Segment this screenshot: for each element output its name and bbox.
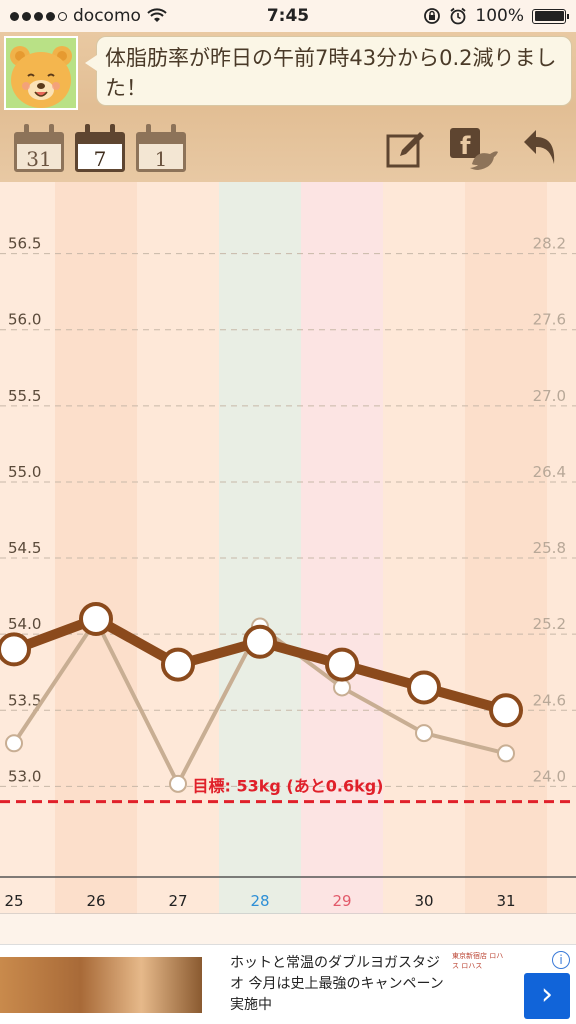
x-axis-footer bbox=[0, 914, 576, 944]
column-band-26 bbox=[55, 182, 137, 914]
right-axis-tick: 25.8 bbox=[533, 539, 566, 557]
right-axis-tick: 24.6 bbox=[533, 691, 566, 709]
header: 体脂肪率が昨日の午前7時43分から0.2減りました！ 31 7 1 f bbox=[0, 32, 576, 182]
bear-face-icon bbox=[6, 38, 76, 108]
left-axis-tick: 53.0 bbox=[8, 767, 41, 785]
column-band-27 bbox=[137, 182, 219, 914]
weight-point-31 bbox=[489, 693, 523, 728]
calendar-week-label: 7 bbox=[93, 147, 107, 171]
status-bar: docomo 7:45 100% bbox=[0, 0, 576, 32]
ad-banner[interactable]: ホットと常温のダブルヨガスタジオ 今月は史上最強のキャンペーン実施中 東京新宿店… bbox=[0, 944, 576, 1024]
column-band-30 bbox=[383, 182, 465, 914]
ad-text[interactable]: ホットと常温のダブルヨガスタジオ 今月は史上最強のキャンペーン実施中 bbox=[230, 955, 444, 1013]
goal-label: 目標: 53kg (あと0.6kg) bbox=[193, 777, 384, 796]
calendar-month-button[interactable]: 31 bbox=[14, 124, 64, 172]
fat-point-30 bbox=[415, 724, 433, 743]
ad-logo: 東京新宿店 ロハス ロハス bbox=[452, 952, 504, 970]
weight-point-30 bbox=[407, 670, 441, 705]
x-tick-25: 25 bbox=[4, 892, 23, 910]
ad-image[interactable] bbox=[0, 957, 202, 1013]
calendar-month-label: 31 bbox=[26, 147, 52, 171]
message-text: 体脂肪率が昨日の午前7時43分から0.2減りました！ bbox=[105, 46, 557, 100]
message-bubble: 体脂肪率が昨日の午前7時43分から0.2減りました！ bbox=[85, 36, 572, 106]
rotation-lock-icon bbox=[424, 8, 441, 24]
left-axis-tick: 55.0 bbox=[8, 463, 41, 481]
fat-point-25 bbox=[5, 734, 23, 753]
right-axis-tick: 27.0 bbox=[533, 387, 566, 405]
battery-percent: 100% bbox=[475, 6, 524, 26]
back-button[interactable] bbox=[518, 124, 568, 174]
column-band-extra bbox=[547, 182, 576, 914]
right-axis-tick: 24.0 bbox=[533, 767, 566, 785]
ad-arrow-icon[interactable]: › bbox=[524, 973, 570, 1019]
carrier-name: docomo bbox=[73, 6, 141, 26]
edit-button[interactable] bbox=[382, 124, 432, 174]
back-arrow-icon bbox=[524, 130, 555, 164]
status-right: 100% bbox=[423, 6, 569, 26]
left-axis-tick: 53.5 bbox=[8, 691, 41, 709]
status-left: docomo bbox=[10, 6, 167, 26]
left-axis-tick: 54.0 bbox=[8, 615, 41, 633]
weight-point-26 bbox=[79, 601, 113, 636]
calendar-week-button[interactable]: 7 bbox=[75, 124, 125, 172]
share-button[interactable]: f bbox=[446, 124, 498, 174]
left-axis-tick: 54.5 bbox=[8, 539, 41, 557]
signal-strength-icon bbox=[10, 11, 67, 21]
ad-info-icon[interactable]: i bbox=[552, 951, 570, 969]
weight-point-29 bbox=[325, 647, 359, 682]
left-axis-tick: 56.5 bbox=[8, 235, 41, 253]
x-tick-31: 31 bbox=[496, 892, 515, 910]
calendar-day-label: 1 bbox=[154, 147, 168, 171]
edit-icon bbox=[386, 132, 424, 168]
bear-avatar[interactable] bbox=[4, 36, 78, 110]
left-axis-tick: 55.5 bbox=[8, 387, 41, 405]
facebook-twitter-icon: f bbox=[450, 128, 498, 170]
svg-text:f: f bbox=[460, 132, 471, 160]
weight-point-27 bbox=[161, 647, 195, 682]
x-tick-26: 26 bbox=[86, 892, 105, 910]
right-axis-tick: 28.2 bbox=[533, 235, 566, 253]
column-band-28 bbox=[219, 182, 301, 914]
column-band-25 bbox=[0, 182, 55, 914]
x-tick-28: 28 bbox=[250, 892, 269, 910]
column-band-31 bbox=[465, 182, 547, 914]
left-axis-tick: 56.0 bbox=[8, 311, 41, 329]
right-axis-tick: 27.6 bbox=[533, 311, 566, 329]
alarm-icon bbox=[450, 7, 466, 25]
column-band-29 bbox=[301, 182, 383, 914]
x-tick-27: 27 bbox=[168, 892, 187, 910]
weight-point-25 bbox=[0, 632, 31, 667]
battery-icon bbox=[532, 8, 569, 24]
calendar-day-button[interactable]: 1 bbox=[136, 124, 186, 172]
calendar-icon: 1 bbox=[136, 132, 186, 172]
calendar-icon: 7 bbox=[75, 132, 125, 172]
calendar-icon: 31 bbox=[14, 132, 64, 172]
x-tick-29: 29 bbox=[332, 892, 351, 910]
chart-svg: 56.5 56.0 55.5 55.0 54.5 54.0 53.5 53.0 28.2 27.6… bbox=[0, 182, 576, 944]
right-axis-tick: 26.4 bbox=[533, 463, 566, 481]
x-tick-30: 30 bbox=[414, 892, 433, 910]
weight-point-28 bbox=[243, 624, 277, 659]
right-axis-tick: 25.2 bbox=[533, 615, 566, 633]
fat-point-29 bbox=[333, 678, 351, 697]
fat-point-27 bbox=[169, 774, 187, 793]
weight-chart[interactable]: 56.5 56.0 55.5 55.0 54.5 54.0 53.5 53.0 28.2 27.6… bbox=[0, 182, 576, 944]
fat-point-31 bbox=[497, 744, 515, 763]
wifi-icon bbox=[147, 8, 167, 22]
